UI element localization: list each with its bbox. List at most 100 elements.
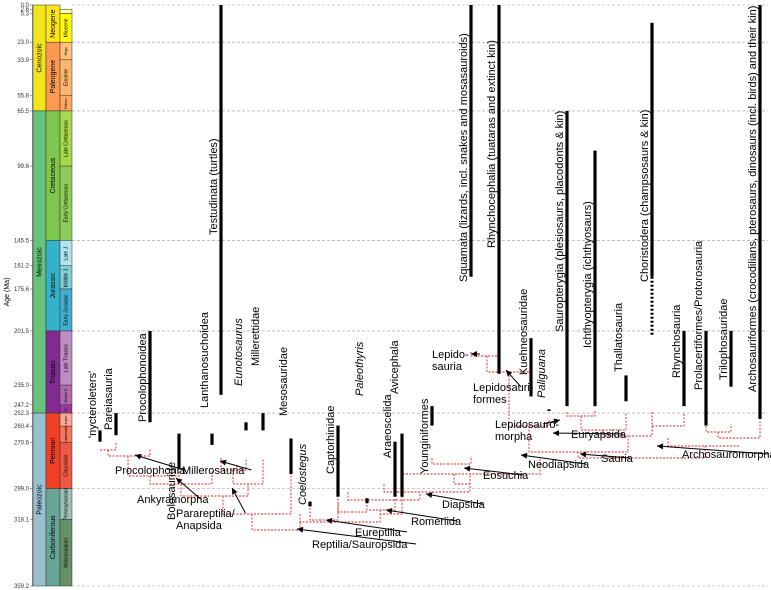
taxon-label-avicephala: Avicephala	[389, 340, 401, 394]
timescale-label-paleogene: Paleogene	[50, 60, 57, 94]
clade-label-diapsida: Diapsida	[442, 499, 486, 511]
y-tick-label: 65.5	[17, 109, 29, 115]
ghost-lineage-connector	[717, 420, 761, 439]
timescale-label-early-jurassic: Early Jurassic	[63, 294, 69, 326]
y-axis-label: Age (Ma)	[4, 278, 11, 307]
taxon-label-procolophonoidea: Procolophonoidea	[137, 332, 149, 422]
timescale-label-pennsylvanian: Pennsylvanian	[63, 488, 69, 521]
timescale-label-cenozoic: Cenozoic	[36, 43, 43, 73]
clade-labels: Procolophonia Ankyramorpha Millerosauria Pa…	[115, 349, 771, 551]
ghost-lineage-connector	[180, 484, 249, 497]
timescale-label-triassic: Triassic	[50, 360, 57, 384]
y-tick-label: 260.4	[14, 424, 30, 430]
clade-label-euryapsida: Euryapsida	[571, 429, 627, 441]
clade-arrowhead	[657, 443, 664, 450]
timescale-label-carboniferous: Carboniferous	[50, 515, 57, 559]
clade-label-lepidosauromorpha: Lepidosauro-morpha	[495, 419, 560, 443]
timescale-label-neogene: Neogene	[50, 9, 57, 38]
taxon-label-pareiasauria: Pareiasauria	[103, 367, 115, 430]
clade-label-reptilia-sauropsida: Reptilia/Sauropsida	[312, 539, 408, 551]
range-bar-archosauriformes-crocodilians-pterosaurs-dinosaurs-incl-birds-and-their-kin	[758, 5, 762, 420]
clade-label-procolophonia: Procolophonia	[115, 465, 186, 477]
range-bar-kuehneosauridae	[529, 338, 533, 397]
clade-arrowhead	[553, 430, 560, 437]
taxon-label-millerettidae: Millerettidae	[250, 307, 262, 366]
taxon-label-sauropterygia-plesiosaurs-placodonts-kin: Sauropterygia (plesiosaurs, placodonts &…	[554, 111, 566, 332]
taxon-label-nycteroleters: 'nycteroleters'	[87, 371, 99, 438]
range-bar-squamata-lizards-incl-snakes-and-mosasauroids	[469, 5, 473, 277]
taxon-label-trilophosauridae: Trilophosauridae	[718, 298, 730, 380]
ghost-lineage-connector	[232, 458, 264, 485]
clade-label-sauria: Sauria	[601, 453, 634, 465]
range-bar-bolosauride	[177, 433, 181, 470]
taxon-label-lanthanosuchoidea: Lanthanosuchoidea	[199, 311, 211, 408]
clade-arrowhead	[464, 465, 471, 472]
ghost-lineage-connector	[309, 498, 339, 521]
timescale-mississippian	[59, 519, 73, 587]
range-bar-choristodera-champsosaurs-kin	[650, 22, 654, 277]
clade-label-neodiapsida: Neodiapsida	[528, 459, 590, 471]
ghost-lineage-connector	[431, 456, 472, 465]
clade-arrow	[520, 454, 586, 465]
timescale-label-early-cretaceous: Early Cretaceous	[63, 184, 69, 223]
range-bar-lanthanosuchoidea	[210, 433, 214, 445]
clade-arrow	[134, 454, 185, 471]
taxon-label-paleothyris: Paleothyris	[354, 341, 366, 396]
range-bar-trilophosauridae	[729, 330, 733, 387]
age-axis: Age (Ma) 0.02.65.3 23.0 33.9 55.8 65.5 99.6 14…	[4, 3, 33, 590]
range-bar-captorhinidae	[336, 425, 340, 497]
y-tick-label: 359.2	[14, 584, 30, 590]
clade-arrow	[552, 432, 624, 435]
clade-arrowhead	[297, 526, 304, 533]
ghost-lineage-connector	[528, 426, 629, 453]
clade-label-lepidosauriformes: Lepidosauri-formes	[473, 382, 534, 406]
y-tick-label: 33.9	[17, 58, 29, 64]
taxon-label-mesosauridae: Mesosauridae	[278, 347, 290, 416]
taxon-label-ichthyopterygia-ichthyosaurs: Ichthyopterygia (ichthyosaurs)	[582, 201, 594, 348]
taxon-label-rhynchosauria: Rhynchosauria	[671, 304, 683, 378]
range-bar-thallatosauria	[624, 375, 628, 402]
clade-arrowhead	[580, 451, 587, 458]
y-tick-label: 318.1	[14, 518, 30, 524]
ghost-lineage-connector	[347, 492, 421, 501]
clade-arrow	[425, 493, 483, 505]
ghost-lineage-connector	[383, 474, 471, 493]
timescale-label-guadalupian: Guadalupian	[64, 425, 68, 444]
clade-arrow	[385, 509, 458, 522]
timescale-label-mesozoic: Mesozoic	[36, 247, 43, 277]
taxon-label-captorhinidae: Captorhinidae	[325, 406, 337, 475]
range-bar-sauropterygia-plesiosaurs-placodonts-kin	[565, 110, 569, 407]
geologic-timescale: Cenozoic Mesozoic Paleozoic Neogene Paleogen…	[32, 4, 73, 587]
clade-arrowhead	[471, 351, 477, 357]
clade-arrow	[579, 453, 630, 459]
timescale-label-paleozoic: Paleozoic	[36, 484, 43, 515]
ghost-lineage-connector	[220, 458, 247, 471]
timescale-label-permian: Permian	[50, 438, 57, 464]
range-bar-paliguana	[547, 409, 551, 411]
range-bar-nycteroleters	[98, 430, 102, 442]
range-bar-rhynchosauria	[682, 330, 686, 407]
y-tick-label: 235.0	[14, 383, 30, 389]
range-bar-eunotosaurus	[244, 422, 248, 431]
range-bar-rhynchocephalia-tuataras-and-extinct-kin	[497, 5, 501, 374]
clade-arrow	[463, 467, 524, 476]
range-bar-avicephala	[400, 433, 404, 497]
y-tick-label: 0.0	[21, 3, 30, 9]
range-bar-pareiasauria	[114, 413, 118, 436]
ghost-lineage-connector	[453, 474, 470, 485]
ghost-lineage-connector	[566, 410, 596, 417]
taxon-label-choristodera-champsosaurs-kin: Choristodera (champsosaurs & kin)	[639, 110, 651, 282]
timescale-label-jurassic: Jurassic	[50, 272, 57, 298]
clade-label-archosauromorpha: Archosauromorpha	[682, 449, 771, 461]
taxon-label-thallatosauria: Thallatosauria	[613, 302, 625, 372]
y-tick-label: 299.0	[14, 487, 30, 493]
ghost-lineage-connector	[299, 514, 381, 523]
y-tick-label: 270.6	[14, 441, 30, 447]
taxon-labels: 'nycteroleters' Pareiasauria Procolophonoi…	[87, 6, 759, 520]
ghost-lineage-connector	[100, 442, 117, 451]
range-bar-millerettidae	[261, 413, 265, 431]
taxon-label-rhynchocephalia-tuataras-and-extinct-kin: Rhynchocephalia (tuataras and extinct ki…	[486, 40, 498, 248]
timescale-label-miocene: Miocene	[63, 18, 69, 37]
clade-label-millerosauria: Millerosauria	[182, 465, 245, 477]
ghost-lineage-connector	[705, 424, 732, 433]
